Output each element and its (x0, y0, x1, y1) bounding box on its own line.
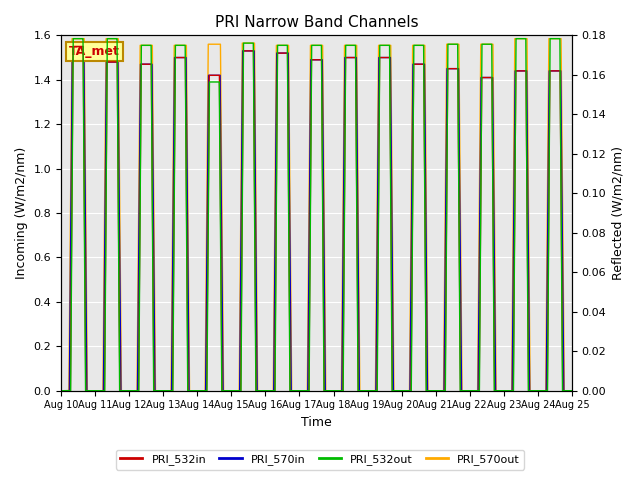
Y-axis label: Reflected (W/m2/nm): Reflected (W/m2/nm) (612, 146, 625, 280)
Title: PRI Narrow Band Channels: PRI Narrow Band Channels (214, 15, 419, 30)
Text: TA_met: TA_met (68, 45, 120, 58)
Y-axis label: Incoming (W/m2/nm): Incoming (W/m2/nm) (15, 147, 28, 279)
Legend: PRI_532in, PRI_570in, PRI_532out, PRI_570out: PRI_532in, PRI_570in, PRI_532out, PRI_57… (116, 450, 524, 469)
X-axis label: Time: Time (301, 416, 332, 429)
